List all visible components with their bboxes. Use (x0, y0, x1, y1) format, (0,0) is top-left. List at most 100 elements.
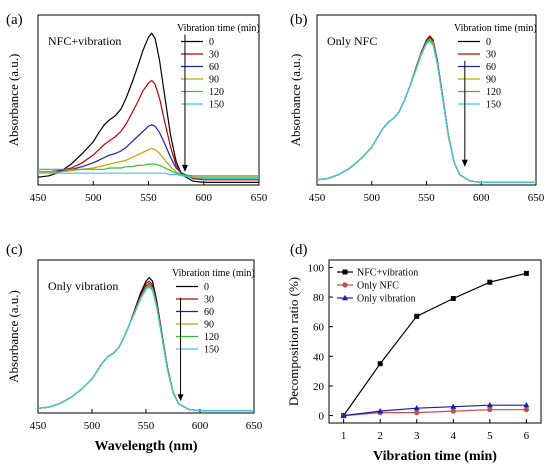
panel-label: (a) (6, 12, 23, 28)
legend-label: 150 (209, 100, 224, 111)
series-line (343, 404, 527, 417)
panel-label: (d) (290, 242, 308, 258)
series-line (316, 37, 536, 183)
y-tick-label: 20 (313, 381, 325, 393)
x-tick-label: 600 (196, 192, 213, 204)
legend-label: 0 (204, 282, 209, 293)
x-tick-label: 5 (487, 430, 493, 442)
x-tick-label: 500 (84, 420, 101, 432)
y-axis-label: Decomposition ratio (%) (286, 277, 301, 406)
legend-label: 30 (486, 50, 496, 61)
legend-label: 60 (486, 62, 496, 73)
data-point (487, 407, 493, 413)
x-tick-label: 550 (418, 192, 435, 204)
legend-title: Vibration time (min) (172, 268, 255, 279)
legend-label: 30 (204, 295, 214, 306)
legend-marker (342, 282, 348, 288)
legend-marker (342, 294, 348, 301)
series-line (38, 147, 259, 178)
panel-annotation: Only NFC (327, 34, 377, 48)
data-point (450, 296, 456, 302)
trend-arrow-head (181, 164, 188, 172)
data-point (486, 402, 493, 408)
legend-label: Only NFC (357, 281, 399, 292)
x-tick-label: 600 (473, 192, 490, 204)
series-line (37, 285, 254, 412)
x-tick-label: 650 (246, 420, 263, 432)
legend-title: Vibration time (min) (177, 23, 260, 34)
series-line (343, 409, 527, 417)
series-line (37, 286, 254, 412)
series-line (38, 79, 259, 181)
x-tick-label: 650 (528, 192, 545, 204)
plot-frame (328, 259, 542, 424)
x-axis-label: Vibration time (min) (373, 449, 497, 464)
trend-arrow-head (461, 159, 468, 167)
data-point (340, 412, 347, 418)
x-tick-label: 2 (377, 430, 383, 442)
panel-2 (37, 259, 255, 414)
series-line (316, 40, 536, 183)
series-line (37, 280, 254, 412)
data-point (487, 279, 493, 285)
legend-label: 60 (209, 62, 219, 73)
legend-label: 0 (486, 37, 491, 48)
series-line (37, 283, 254, 412)
trend-arrow-head (177, 394, 184, 402)
data-point (377, 361, 383, 367)
legend-marker (342, 269, 348, 275)
data-point (523, 407, 529, 413)
y-axis-label: Absorbance (a.u.) (288, 54, 303, 147)
x-tick-label: 6 (524, 430, 530, 442)
y-tick-label: 80 (313, 292, 325, 304)
panel-annotation: Only vibration (48, 279, 118, 293)
legend-label: 90 (486, 75, 496, 86)
series-line (37, 276, 254, 412)
series-line (37, 282, 254, 412)
legend-label: 150 (204, 345, 219, 356)
panel-3 (328, 259, 542, 424)
data-point (377, 407, 384, 414)
x-axis-label: Wavelength (nm) (94, 439, 197, 454)
series-line (38, 172, 259, 180)
data-point (523, 270, 529, 276)
legend-label: NFC+vibration (357, 268, 418, 279)
x-tick-label: 4 (451, 430, 457, 442)
data-point (413, 404, 420, 411)
x-tick-label: 650 (251, 192, 268, 204)
legend-label: 30 (209, 50, 219, 61)
series-line (37, 32, 259, 183)
y-tick-label: 60 (313, 322, 325, 334)
y-axis-label: Absorbance (a.u.) (6, 290, 21, 383)
data-point (414, 410, 420, 416)
legend-label: 150 (486, 100, 501, 111)
legend-label: 60 (204, 307, 214, 318)
legend-label: 90 (209, 75, 219, 86)
data-point (450, 408, 456, 414)
series-line (316, 36, 536, 183)
x-tick-label: 450 (30, 420, 47, 432)
x-tick-label: 600 (192, 420, 209, 432)
x-tick-label: 450 (30, 192, 47, 204)
series-line (343, 272, 527, 416)
data-point (450, 403, 457, 409)
x-tick-label: 500 (364, 192, 381, 204)
y-tick-label: 0 (319, 411, 325, 423)
legend-label: 120 (209, 87, 224, 98)
x-tick-label: 550 (140, 192, 157, 204)
legend-label: 0 (209, 37, 214, 48)
y-tick-label: 40 (313, 351, 325, 363)
panel-label: (b) (290, 12, 308, 28)
data-point (523, 402, 530, 408)
legend-label: 90 (204, 320, 214, 331)
legend-title: Vibration time (min) (454, 23, 537, 34)
panel-annotation: NFC+vibration (48, 34, 121, 48)
x-tick-label: 500 (85, 192, 102, 204)
series-line (38, 163, 259, 177)
y-tick-label: 100 (308, 262, 325, 274)
data-point (414, 313, 420, 319)
y-axis-label: Absorbance (a.u.) (6, 54, 21, 147)
series-line (316, 37, 536, 183)
x-tick-label: 550 (138, 420, 155, 432)
